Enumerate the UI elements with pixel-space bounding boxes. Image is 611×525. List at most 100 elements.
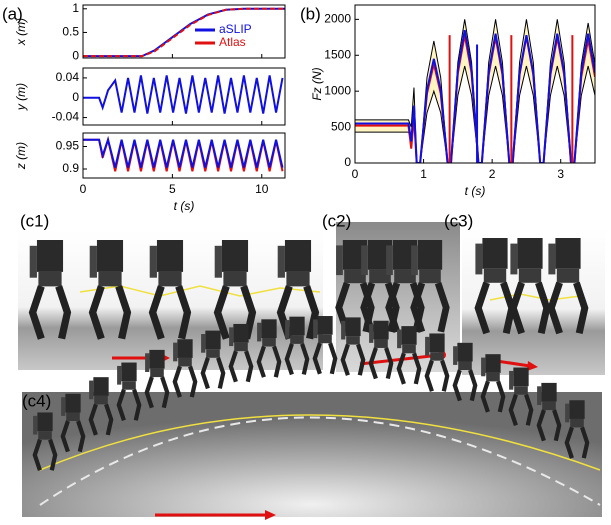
robot-torso: [373, 320, 389, 340]
robot-hip: [286, 271, 310, 287]
path-guide: [39, 416, 601, 506]
robot-torso: [121, 362, 137, 382]
robot-hip: [394, 269, 416, 284]
robots: [28, 238, 590, 471]
robot-arm: [149, 245, 157, 278]
robot-hip: [223, 271, 247, 287]
x-tick-label: 2: [489, 167, 496, 181]
panel-label: (b): [300, 4, 321, 23]
robot-legs: [410, 282, 450, 333]
robot-arm: [89, 380, 94, 400]
robot-hip: [369, 269, 391, 284]
robot-hip: [458, 361, 472, 371]
x-axis-label: t (s): [465, 184, 486, 198]
robot-arm: [369, 324, 374, 343]
x-tick-label: 0: [80, 182, 87, 196]
robot-hip: [419, 269, 441, 284]
robot-hip: [430, 352, 444, 361]
robot-torso: [205, 330, 221, 350]
robot-legs: [480, 380, 506, 413]
robot-arm: [425, 336, 430, 356]
plot-frame: [82, 67, 286, 126]
robot-arm: [257, 322, 262, 342]
robot-torso: [541, 382, 557, 402]
robot-hip: [66, 412, 80, 422]
robot-torso: [289, 316, 305, 336]
y-tick-label: 1500: [324, 47, 351, 61]
plot-frame: [82, 132, 286, 179]
photo-c1: [18, 230, 323, 370]
arrowhead: [527, 361, 538, 371]
robot-torso: [65, 393, 81, 413]
robot-hip: [262, 338, 276, 347]
robot-hip: [98, 271, 122, 287]
robot-hip: [518, 268, 542, 283]
y-tick-label: 0.95: [56, 139, 80, 153]
robot-legs: [32, 438, 58, 471]
robot-torso: [156, 240, 184, 272]
robot-arm: [509, 370, 514, 390]
robot-legs: [536, 409, 562, 442]
photo-background: [22, 392, 602, 517]
photo-c4: [22, 392, 602, 520]
robot-hip: [542, 401, 556, 411]
robot-arm: [201, 334, 206, 353]
robot-arm: [229, 327, 234, 347]
robot-torso: [513, 367, 529, 387]
robot-hip: [206, 349, 220, 358]
robot-arm: [386, 245, 393, 276]
data-line: [83, 7, 285, 58]
robot-hip: [402, 344, 416, 354]
robot-legs: [172, 365, 198, 398]
robot-arm: [397, 329, 402, 349]
robot-legs: [284, 343, 310, 376]
y-tick-label: 1000: [324, 83, 351, 97]
robot-arm: [117, 365, 122, 385]
robot-legs: [452, 369, 478, 402]
y-tick-label: 0.5: [62, 25, 79, 39]
robot-hip: [514, 386, 528, 395]
robot-legs: [340, 343, 366, 376]
photo-label: (c2): [322, 211, 351, 230]
robot-arm: [89, 245, 97, 278]
robot-legs: [509, 281, 551, 335]
robot-torso: [37, 412, 53, 432]
robot-hip: [150, 368, 164, 378]
y-tick-label: 0: [72, 90, 79, 104]
y-tick-label: 0: [72, 48, 79, 62]
x-tick-label: 1: [420, 167, 427, 181]
robot-arm: [277, 245, 285, 278]
robot-hip: [158, 271, 182, 287]
data-line: [83, 136, 284, 168]
robot-arm: [565, 403, 570, 423]
x-axis-label: t (s): [174, 199, 195, 213]
robot-hip: [234, 342, 248, 352]
legend-label: aSLIP: [219, 22, 252, 36]
robot-arm: [173, 342, 178, 362]
robot-arm: [361, 245, 368, 276]
robot-torso: [485, 354, 501, 373]
x-tick-label: 10: [255, 182, 269, 196]
robot-hip: [290, 335, 304, 344]
robot-torso: [177, 339, 193, 358]
robot-arm: [548, 243, 556, 275]
y-tick-label: -0.04: [52, 110, 80, 124]
robot-arm: [537, 386, 542, 405]
robot-hip: [38, 431, 52, 440]
robot-arm: [453, 346, 458, 365]
robot-legs: [368, 347, 394, 380]
data-line: [83, 7, 285, 58]
robot-arm: [29, 245, 37, 278]
robot-torso: [93, 377, 109, 396]
robot-legs: [60, 420, 86, 453]
robot-legs: [256, 345, 282, 378]
robot-legs: [28, 285, 72, 340]
com-trace: [39, 414, 601, 471]
robot-hip: [570, 418, 584, 428]
robot-arm: [33, 415, 38, 435]
plot-frame: [354, 4, 596, 164]
robot-torso: [517, 238, 543, 269]
robot-hip: [556, 268, 580, 283]
y-axis-label: z (m): [14, 142, 28, 170]
